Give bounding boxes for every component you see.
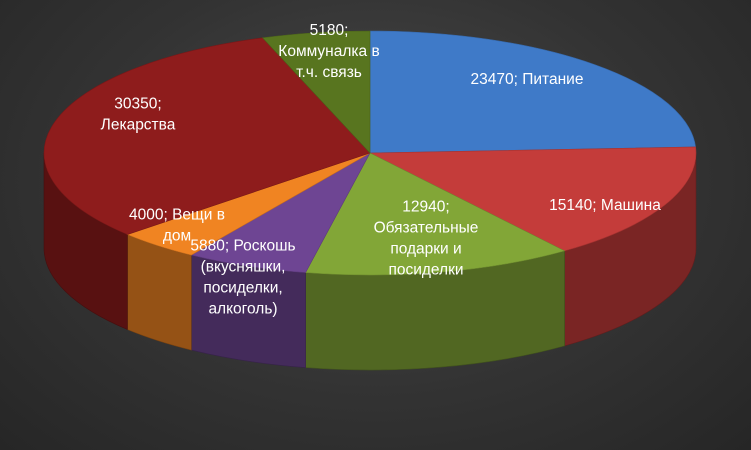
slice-коммуналка-в-т-ч-связь (261, 30, 371, 154)
slice-обязательные-подарки-и-посиделки-label: 12940; Обязательные подарки и посиделки (374, 199, 479, 279)
slice-коммуналка-в-т-ч-связь-label-line: 5180; (310, 22, 349, 39)
slice-коммуналка-в-т-ч-связь-label-line: т.ч. связь (296, 64, 362, 81)
slice-питание-label-line: 23470; Питание (471, 71, 584, 88)
slice-обязательные-подарки-и-посиделки-label-line: Обязательные (374, 220, 479, 237)
slice-обязательные-подарки-и-посиделки-label-line: посиделки (388, 262, 463, 279)
slice-лекарства (43, 37, 371, 235)
slice-роскошь-вкусняшки-посиделки-алкоголь-label: 5880; Роскошь (вкусняшки, посиделки, алкого… (190, 238, 295, 318)
slice-роскошь-вкусняшки-посиделки-алкоголь-label-line: 5880; Роскошь (190, 238, 295, 255)
slice-лекарства-label: 30350; Лекарства (101, 96, 176, 134)
slice-вещи-в-дом-label-line: 4000; Вещи в (129, 207, 225, 224)
slice-коммуналка-в-т-ч-связь-label-line: Коммуналка в (278, 43, 379, 60)
slice-машина-label-line: 15140; Машина (549, 197, 661, 214)
slice-лекарства-label-line: Лекарства (101, 117, 176, 134)
slice-роскошь-вкусняшки-посиделки-алкоголь-label-line: алкоголь) (208, 301, 277, 318)
slice-обязательные-подарки-и-посиделки (305, 152, 566, 276)
slice-лекарства-label-line: 30350; (114, 96, 161, 113)
slice-машина (369, 146, 697, 252)
slice-роскошь-вкусняшки-посиделки-алкоголь-label-line: (вкусняшки, (201, 259, 286, 276)
slice-обязательные-подарки-и-посиделки-label-line: подарки и (390, 241, 461, 258)
slice-вещи-в-дом-label: 4000; Вещи в дом (129, 207, 225, 245)
pie-tops (43, 30, 697, 276)
slice-питание-label: 23470; Питание (471, 71, 584, 88)
pie-labels: 23470; Питание 15140; Машина 12940; Обязате… (101, 22, 662, 318)
slice-роскошь-вкусняшки-посиделки-алкоголь (190, 152, 371, 273)
slice-коммуналка-в-т-ч-связь-label: 5180; Коммуналка в т.ч. связь (278, 22, 379, 81)
pie-sides (43, 152, 697, 371)
slice-обязательные-подарки-и-посиделки-label-line: 12940; (402, 199, 449, 216)
slice-питание (369, 30, 696, 154)
slice-вещи-в-дом-label-line: дом (163, 228, 191, 245)
slice-роскошь-вкусняшки-посиделки-алкоголь-label-line: посиделки, (203, 280, 282, 297)
slice-машина-label: 15140; Машина (549, 197, 661, 214)
